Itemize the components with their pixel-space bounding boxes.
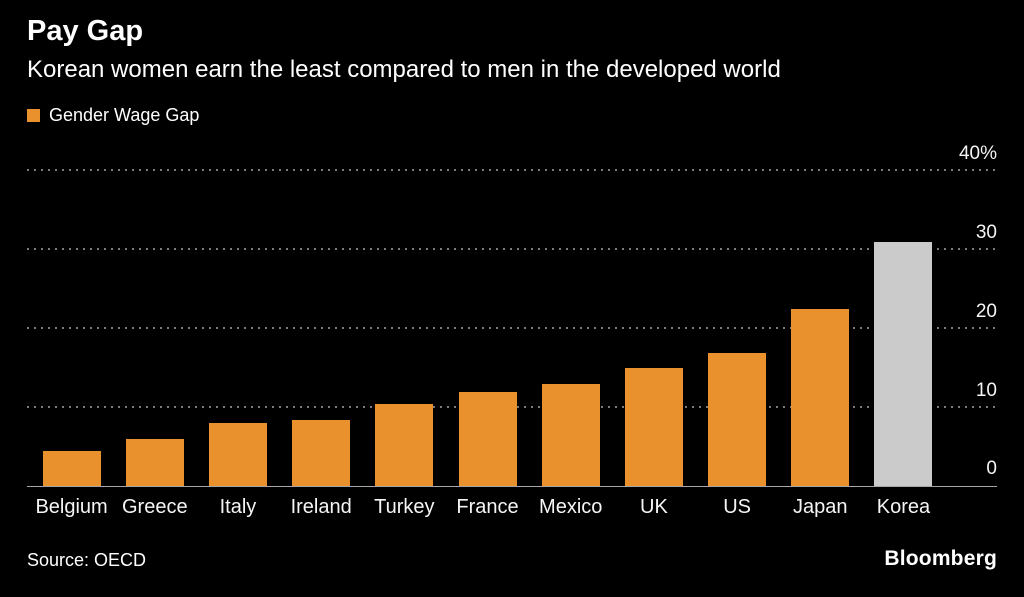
bar-column	[196, 423, 279, 487]
bar-us	[708, 352, 767, 487]
x-axis-label: Ireland	[290, 496, 352, 519]
legend-label: Gender Wage Gap	[49, 105, 200, 126]
bar-column	[696, 352, 779, 487]
footer: Source: OECD Bloomberg	[27, 547, 997, 571]
y-tick-label: 30	[975, 222, 997, 244]
y-tick-label: 0	[986, 458, 997, 480]
bloomberg-logo: Bloomberg	[884, 547, 997, 571]
bar-column	[446, 391, 529, 487]
bar-column	[363, 403, 446, 487]
x-axis-label: Greece	[121, 496, 188, 519]
y-tick-label: 10	[975, 379, 997, 401]
legend-swatch	[27, 109, 40, 123]
bar-france	[458, 391, 517, 487]
bar-ireland	[292, 419, 351, 487]
chart-subtitle: Korean women earn the least compared to …	[27, 55, 781, 83]
gridline	[27, 248, 997, 251]
plot-area: 0 10 20 30 40%	[27, 140, 997, 488]
x-axis-label: Italy	[219, 496, 257, 519]
x-axis-label: Belgium	[35, 496, 108, 519]
bar-column	[280, 419, 363, 487]
x-axis-label: Korea	[876, 496, 931, 519]
bars-layer	[30, 140, 945, 487]
bar-column	[612, 368, 695, 487]
bar-italy	[208, 423, 267, 487]
bar-mexico	[541, 384, 600, 487]
bar-turkey	[375, 403, 434, 487]
gridline	[27, 326, 997, 329]
x-axis-labels: Belgium Greece Italy Ireland Turkey France Mex…	[27, 496, 997, 519]
x-axis-label: UK	[640, 496, 668, 519]
bar-column	[862, 242, 945, 487]
bar-column	[113, 439, 196, 487]
x-axis-label: Mexico	[539, 496, 603, 519]
bar-column	[779, 309, 862, 487]
source-note: Source: OECD	[27, 550, 147, 571]
bar-column	[529, 384, 612, 487]
bar-belgium	[42, 451, 101, 487]
bar-uk	[624, 368, 683, 487]
bar-korea	[874, 242, 933, 487]
x-axis-label: Turkey	[374, 496, 435, 519]
y-tick-label: 40%	[958, 143, 997, 165]
bar-greece	[125, 439, 184, 487]
legend: Gender Wage Gap	[27, 105, 997, 126]
x-axis-label: Japan	[793, 496, 848, 519]
chart-title: Pay Gap	[27, 15, 144, 47]
bar-column	[30, 451, 113, 487]
bar-japan	[791, 309, 850, 487]
x-axis-label: France	[456, 496, 519, 519]
x-axis-label: US	[723, 496, 751, 519]
gridline	[27, 169, 997, 172]
y-tick-label: 20	[975, 300, 997, 322]
